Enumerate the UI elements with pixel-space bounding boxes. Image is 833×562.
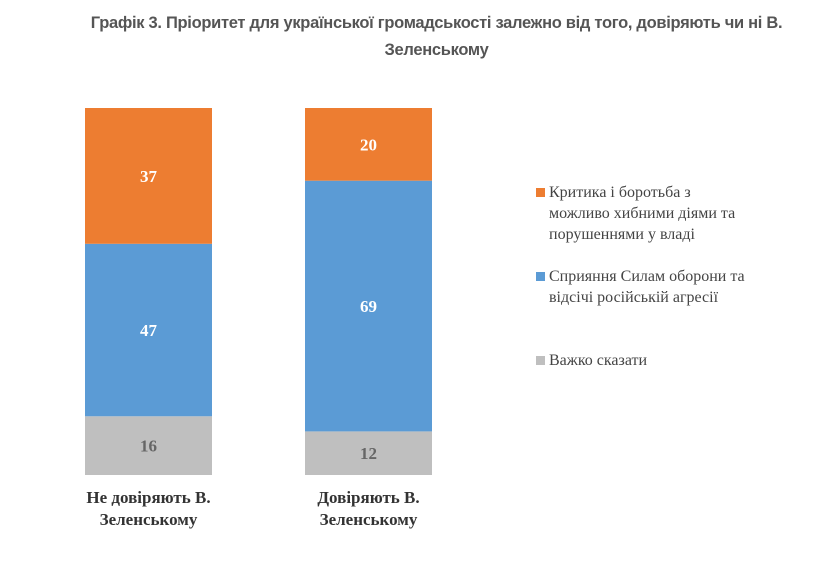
data-label: 69 (360, 297, 377, 316)
legend-item: Сприяння Силам оборони та відсічі російс… (536, 266, 774, 308)
category-label: Зеленському (320, 510, 418, 529)
data-label: 16 (140, 437, 157, 456)
data-label: 37 (140, 167, 158, 186)
chart-title: Графік 3. Пріоритет для української гром… (90, 14, 783, 59)
legend-label: Критика і боротьба з можливо хибними дія… (549, 184, 736, 243)
legend-swatch (536, 272, 545, 281)
legend-label: Сприяння Силам оборони та відсічі російс… (549, 268, 745, 306)
data-label: 47 (140, 321, 158, 340)
legend-swatch (536, 356, 545, 365)
legend-item: Важко сказати (536, 350, 789, 371)
category-label: Не довіряють В. (86, 488, 210, 507)
category-label: Довіряють В. (317, 488, 419, 507)
bar-segment (305, 108, 432, 181)
bar-segment (85, 243, 212, 417)
bar-segment (305, 180, 432, 432)
bar-segment (305, 431, 432, 475)
bar-segment (85, 416, 212, 475)
bar-segment (85, 108, 212, 244)
legend-swatch (536, 188, 545, 197)
data-label: 20 (360, 135, 377, 154)
legend-item: Критика і боротьба з можливо хибними дія… (536, 182, 749, 245)
legend-label: Важко сказати (549, 352, 648, 369)
data-label: 12 (360, 444, 377, 463)
category-label: Зеленському (100, 510, 198, 529)
